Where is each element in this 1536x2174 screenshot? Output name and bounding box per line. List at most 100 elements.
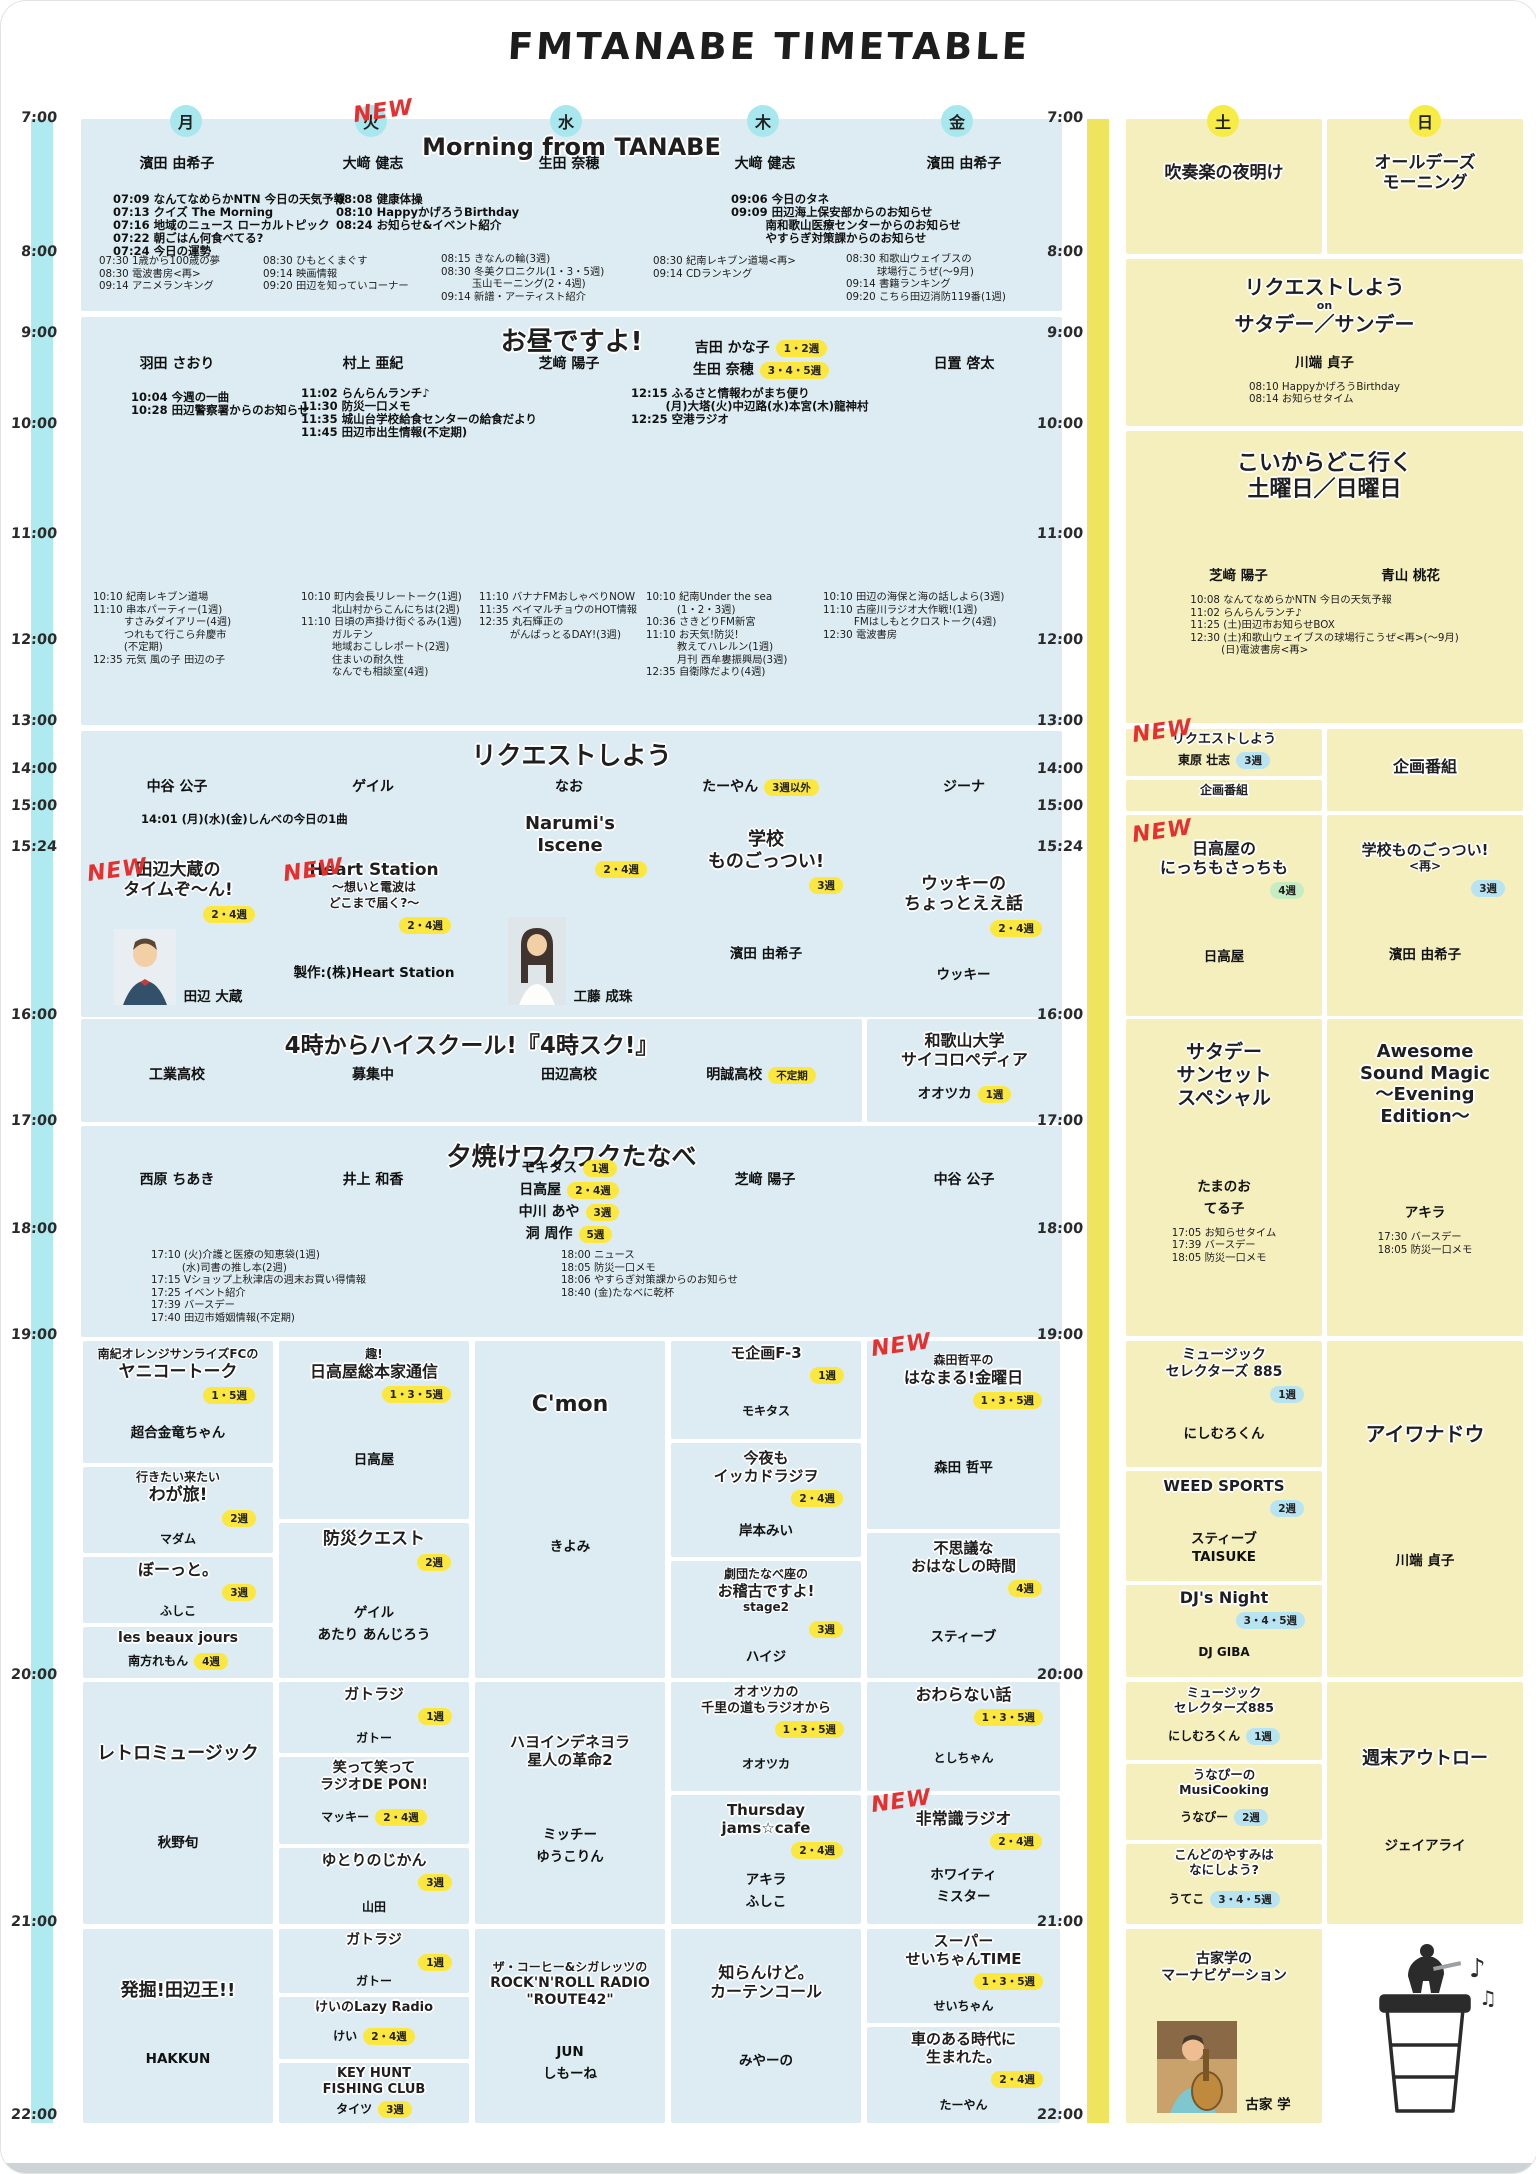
program-subtitle: どこまで届く?〜 xyxy=(328,895,420,910)
schedule-item: 09:14 書籍ランキング xyxy=(846,278,951,290)
host-name-text: たーやん xyxy=(702,779,759,795)
program-title: MusiCooking xyxy=(1179,1782,1269,1797)
time-label-left: 7:00 xyxy=(20,110,58,126)
program-title: うなぴーの xyxy=(1192,1767,1256,1782)
time-label-right: 22:00 xyxy=(1036,2107,1084,2123)
host-name-text: アキラ xyxy=(1404,1205,1446,1222)
time-label-left: 14:00 xyxy=(10,761,58,777)
host-group: モキタス xyxy=(742,1402,790,1419)
host-name-text: ゆうこりん xyxy=(536,1848,604,1865)
schedule-item: 07:16 地域のニュース ローカルトピック xyxy=(113,218,330,232)
host-group: 田辺高校 xyxy=(477,1064,661,1084)
text-group-m_s1: 07:30 1歳から100歳の夢 08:30 電波書房<再> 09:14 アニメラン… xyxy=(99,249,264,293)
host-name-text: 南方れもん xyxy=(128,1653,189,1668)
schedule-item: 10:10 田辺の海保と海の話しよら(3週) xyxy=(823,591,1005,603)
host-name: せいちゃん xyxy=(933,1997,993,2014)
schedule-items: 10:10 紀南Under the sea (1・2・3週) 10:36 さきどり… xyxy=(646,591,851,679)
week-badge-row: 2・4週 xyxy=(87,903,269,923)
host-group: 明誠高校 不定期 xyxy=(656,1064,866,1084)
program-title: 日高屋総本家通信 xyxy=(309,1362,438,1381)
program-title-prefix: 行きたい来たい xyxy=(135,1470,220,1484)
host-group: スティーブ xyxy=(931,1625,997,1645)
schedule-item: 11:10 お天気!防災! xyxy=(646,628,739,641)
host-name-text: TAISUKE xyxy=(1191,1549,1256,1565)
time-label-left: 19:00 xyxy=(10,1327,58,1343)
time-label-right: 13:00 xyxy=(1036,713,1084,729)
host-name: 日置 啓太 xyxy=(934,353,995,373)
host-name: 中谷 公子 xyxy=(147,776,208,796)
schedule-item: 08:10 HappyかげろうBirthday xyxy=(1248,380,1400,393)
week-badge: 4週 xyxy=(194,1652,228,1670)
time-label-right: 15:00 xyxy=(1036,798,1084,814)
text-group-o_i2: 11:02 らんらんランチ♪ 11:30 防災一口メモ 11:35 城山台学校給食セ… xyxy=(301,381,651,439)
schedule-items: 17:30 バースデー 18:05 防災一口メモ xyxy=(1378,1231,1473,1256)
host-name: オオツカ xyxy=(742,1755,790,1772)
program-cell-we19: C'mon きよみ xyxy=(475,1341,665,1678)
host-name: 超合金竜ちゃん xyxy=(131,1421,226,1441)
program-title: 田辺大蔵の xyxy=(135,860,221,880)
host-name-text: 中谷 公子 xyxy=(146,779,208,795)
week-badge: 5週 xyxy=(578,1226,613,1243)
schedule-item: 11:35 城山台学校給食センターの給食だより xyxy=(301,412,537,426)
program-title: 不思議な xyxy=(933,1539,994,1557)
week-badge-row: 1週 xyxy=(282,1951,466,1971)
host-photo-row: 工藤 成珠 xyxy=(479,917,661,1009)
host-group: アキラ ふしこ xyxy=(746,1868,787,1910)
program-subtitle: stage2 xyxy=(742,1600,790,1614)
text-group-e_h1: 西原 ちあき xyxy=(85,1169,269,1189)
program-title: にっちもさっちも xyxy=(1159,858,1288,878)
schedule-item: つれもて行こら弁慶市 xyxy=(93,628,227,641)
program-title: モ企画F-3 xyxy=(730,1344,802,1362)
week-badge-row: 1・3・5週 xyxy=(674,1718,858,1739)
host-name-text: としちゃん xyxy=(933,1750,994,1765)
host-name-text: 日高屋 xyxy=(353,1452,395,1469)
program-title: 古家学の xyxy=(1196,1951,1252,1967)
program-cell-su7: オールデーズ モーニング xyxy=(1327,119,1523,254)
host-name-text: 工藤 成珠 xyxy=(573,989,633,1005)
week-badge-row: 2・4週 xyxy=(675,1839,857,1859)
schedule-items: 11:10 バナナFMおしゃべりNOW 11:35 ベイマルチョウのHOT情報 12… xyxy=(479,591,679,641)
day-header-7: 日 xyxy=(1409,105,1441,137)
host-group: 超合金竜ちゃん xyxy=(131,1421,226,1441)
program-cell-sa16: サタデー サンセット スペシャル たまのお てる子 17:05 お知らせタイム 17:39 … xyxy=(1126,1019,1322,1336)
schedule-item: 12:25 空港ラジオ xyxy=(631,412,729,426)
time-label-left: 12:00 xyxy=(10,632,58,648)
program-title: はなまる!金曜日 xyxy=(903,1368,1024,1387)
program-cell-su13: 企画番組 xyxy=(1327,729,1523,811)
program-title: 企画番組 xyxy=(1392,757,1457,776)
host-group: ジェイアライ xyxy=(1385,1834,1466,1854)
week-badge-row: 2・4週 xyxy=(675,1487,857,1507)
host-name: 芝﨑 陽子 xyxy=(539,353,600,373)
week-badge-row: 2・4週 xyxy=(871,917,1056,937)
week-badge-row: 1週 xyxy=(674,1364,858,1384)
week-badge: 3週 xyxy=(585,1204,620,1221)
host-name: たーやん 3週以外 xyxy=(702,776,819,796)
host-name-text: 吉田 かな子 xyxy=(694,340,770,356)
host-photo-row: 古家 学 xyxy=(1130,2021,1318,2117)
program-title: アイワナドウ xyxy=(1365,1422,1485,1446)
week-badge: 3・4・5週 xyxy=(1235,1612,1305,1630)
host-name: 山田 xyxy=(362,1898,386,1915)
schedule-items: 17:05 お知らせタイム 17:39 バースデー 18:05 防災一口メモ xyxy=(1172,1227,1277,1265)
schedule-item: 09:14 CDランキング xyxy=(653,267,753,280)
host-name-text: HAKKUN xyxy=(145,2051,211,2068)
program-title: ミュージック xyxy=(1186,1685,1262,1700)
host-group: ふしこ xyxy=(160,1602,196,1619)
week-badge: 2週 xyxy=(1270,1500,1304,1517)
week-badge: 1週 xyxy=(418,1953,452,1971)
program-title: 車のある時代に xyxy=(910,2030,1016,2048)
host-photo xyxy=(507,917,566,1009)
schedule-items: 17:10 (火)介護と医療の知恵袋(1週) (水)司書の推し本(2週) 17:1… xyxy=(151,1249,566,1324)
program-cell-r_mon: NEW 田辺大蔵の タイムぞ〜ん! 2・4週 田辺 大蔵 xyxy=(83,854,273,1015)
host-group: 日高屋 xyxy=(1204,945,1245,965)
host-group: 濱田 由希子 xyxy=(730,942,802,962)
host-group: としちゃん xyxy=(933,1749,993,1766)
week-badge: 1・3・5週 xyxy=(973,1709,1043,1727)
text-group-e_h2: 井上 和香 xyxy=(281,1169,465,1189)
week-badge: 2・4週 xyxy=(991,2071,1043,2088)
week-badge: 1・3・5週 xyxy=(973,1973,1043,1990)
week-badge-row: 3週 xyxy=(675,1618,857,1638)
host-name-text: マッキー xyxy=(321,1810,370,1825)
program-title: Iscene xyxy=(537,834,603,856)
program-cell-r_tue: NEW Heart Station 〜想いと電波は どこまで届く?〜 2・4週 製作:(株… xyxy=(279,854,469,1015)
